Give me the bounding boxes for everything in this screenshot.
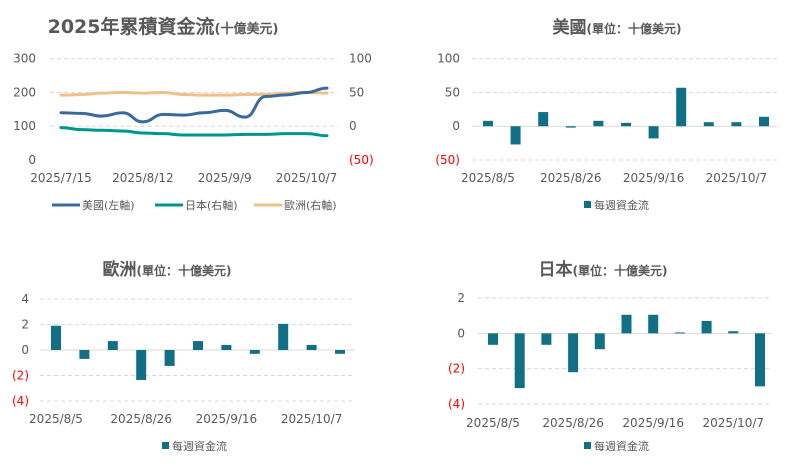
x-tick-label: 2025/8/26	[540, 171, 602, 185]
x-tick-label: 2025/10/7	[703, 416, 765, 430]
legend-label: 每週資金流	[172, 439, 227, 453]
chart-title: 日本(單位：十億美元)	[539, 259, 668, 280]
bar	[648, 314, 659, 334]
chart-title-main: 歐洲	[103, 259, 137, 280]
bar	[759, 116, 769, 127]
x-tick-label: 2025/8/12	[112, 171, 174, 185]
chart-title-unit: (單位：十億美元)	[573, 263, 668, 278]
bar	[335, 350, 345, 354]
bar	[594, 333, 605, 350]
y-right-tick-label: (50)	[349, 153, 374, 167]
x-tick-label: 2025/10/7	[281, 412, 343, 426]
chart-title-main: 美國	[553, 17, 587, 38]
y-tick-label: (2)	[12, 369, 29, 383]
bar	[728, 331, 739, 334]
x-tick-label: 2025/10/7	[276, 171, 338, 185]
bar	[621, 314, 632, 334]
bar	[488, 333, 498, 345]
y-right-tick-label: 0	[349, 119, 357, 133]
chart-title: 歐洲(單位：十億美元)	[103, 259, 232, 280]
legend-label: 每週資金流	[594, 198, 649, 212]
japan-weekly-flow-chart: 日本(單位：十億美元) (4) (2) 0 2 2025/8/5 2025/8/26 2025…	[448, 259, 772, 453]
bar	[755, 333, 765, 387]
bar	[483, 120, 493, 127]
x-tick-label: 2025/8/5	[466, 416, 520, 430]
bar	[593, 120, 604, 127]
bar	[538, 112, 549, 127]
legend-label: 每週資金流	[594, 439, 649, 453]
y-left-tick-label: 200	[13, 85, 36, 99]
bar	[221, 344, 232, 350]
chart-title-main: 日本	[539, 259, 573, 280]
y-tick-label: (50)	[435, 153, 460, 167]
bar	[621, 122, 631, 127]
series-line-europe	[59, 90, 329, 97]
bar	[514, 333, 525, 389]
x-tick-label: 2025/9/16	[622, 416, 684, 430]
x-tick-label: 2025/7/15	[30, 171, 92, 185]
y-tick-label: 0	[457, 326, 465, 340]
chart-title-unit: (單位：十億美元)	[137, 263, 232, 278]
bar	[79, 350, 90, 359]
y-right-tick-label: 100	[349, 52, 372, 66]
y-right-tick-label: 50	[349, 85, 364, 99]
bar	[648, 126, 659, 139]
legend-label: 歐洲(右軸)	[284, 198, 337, 212]
bar	[676, 87, 687, 127]
y-tick-label: 0	[452, 119, 460, 133]
chart-title-unit: (十億美元)	[215, 21, 279, 37]
x-tick-label: 2025/10/7	[706, 171, 768, 185]
series-line-us	[59, 86, 329, 124]
x-tick-label: 2025/8/26	[110, 412, 172, 426]
x-tick-label: 2025/9/16	[623, 171, 685, 185]
legend-label: 日本(右軸)	[185, 198, 238, 212]
cumulative-flow-chart: 2025年累積資金流(十億美元) 0 100 200 300 (50) 0 50 100 2025…	[13, 15, 374, 212]
y-tick-label: (2)	[448, 362, 465, 376]
y-tick-label: 0	[21, 343, 29, 357]
x-tick-label: 2025/9/16	[196, 412, 258, 426]
legend-swatch	[162, 442, 169, 449]
y-tick-label: 2	[457, 291, 465, 305]
legend-label: 美國(左軸)	[82, 198, 135, 212]
y-tick-label: 100	[437, 52, 460, 66]
y-left-tick-label: 0	[28, 153, 36, 167]
y-left-tick-label: 300	[13, 52, 36, 66]
series-line-japan	[59, 126, 329, 138]
bar	[731, 122, 742, 127]
bar	[306, 344, 317, 350]
bar	[107, 341, 118, 350]
y-left-tick-label: 100	[13, 119, 36, 133]
legend-swatch	[584, 442, 591, 449]
bar	[193, 341, 203, 350]
y-tick-label: 4	[21, 292, 29, 306]
bar	[278, 323, 289, 350]
x-tick-label: 2025/8/5	[29, 412, 83, 426]
y-tick-label: (4)	[12, 394, 29, 408]
us-weekly-flow-chart: 美國(單位：十億美元) (50) 0 50 100 2025/8/5 2025/8/26 20…	[435, 17, 777, 212]
bar	[51, 325, 61, 350]
x-tick-label: 2025/9/9	[198, 171, 252, 185]
bar	[541, 333, 552, 345]
x-tick-label: 2025/8/26	[542, 416, 604, 430]
x-tick-label: 2025/8/5	[461, 171, 515, 185]
legend-swatch	[584, 201, 591, 208]
y-tick-label: 50	[445, 85, 460, 99]
bar	[136, 350, 147, 380]
chart-title: 2025年累積資金流(十億美元)	[48, 15, 279, 38]
bar	[568, 333, 579, 373]
bar	[703, 122, 714, 127]
europe-weekly-flow-chart: 歐洲(單位：十億美元) (4) (2) 0 2 4 2025/8/5 2025/8/26 202…	[12, 259, 355, 453]
bar	[164, 350, 175, 366]
bar	[701, 320, 712, 334]
chart-title: 美國(單位：十億美元)	[553, 17, 682, 38]
y-tick-label: 2	[21, 318, 29, 332]
bar	[565, 126, 576, 128]
chart-title-unit: (單位：十億美元)	[587, 21, 682, 36]
bar	[510, 126, 521, 145]
bar	[674, 332, 685, 334]
bar	[249, 350, 260, 354]
y-tick-label: (4)	[448, 397, 465, 411]
chart-title-main: 2025年累積資金流	[48, 15, 215, 38]
